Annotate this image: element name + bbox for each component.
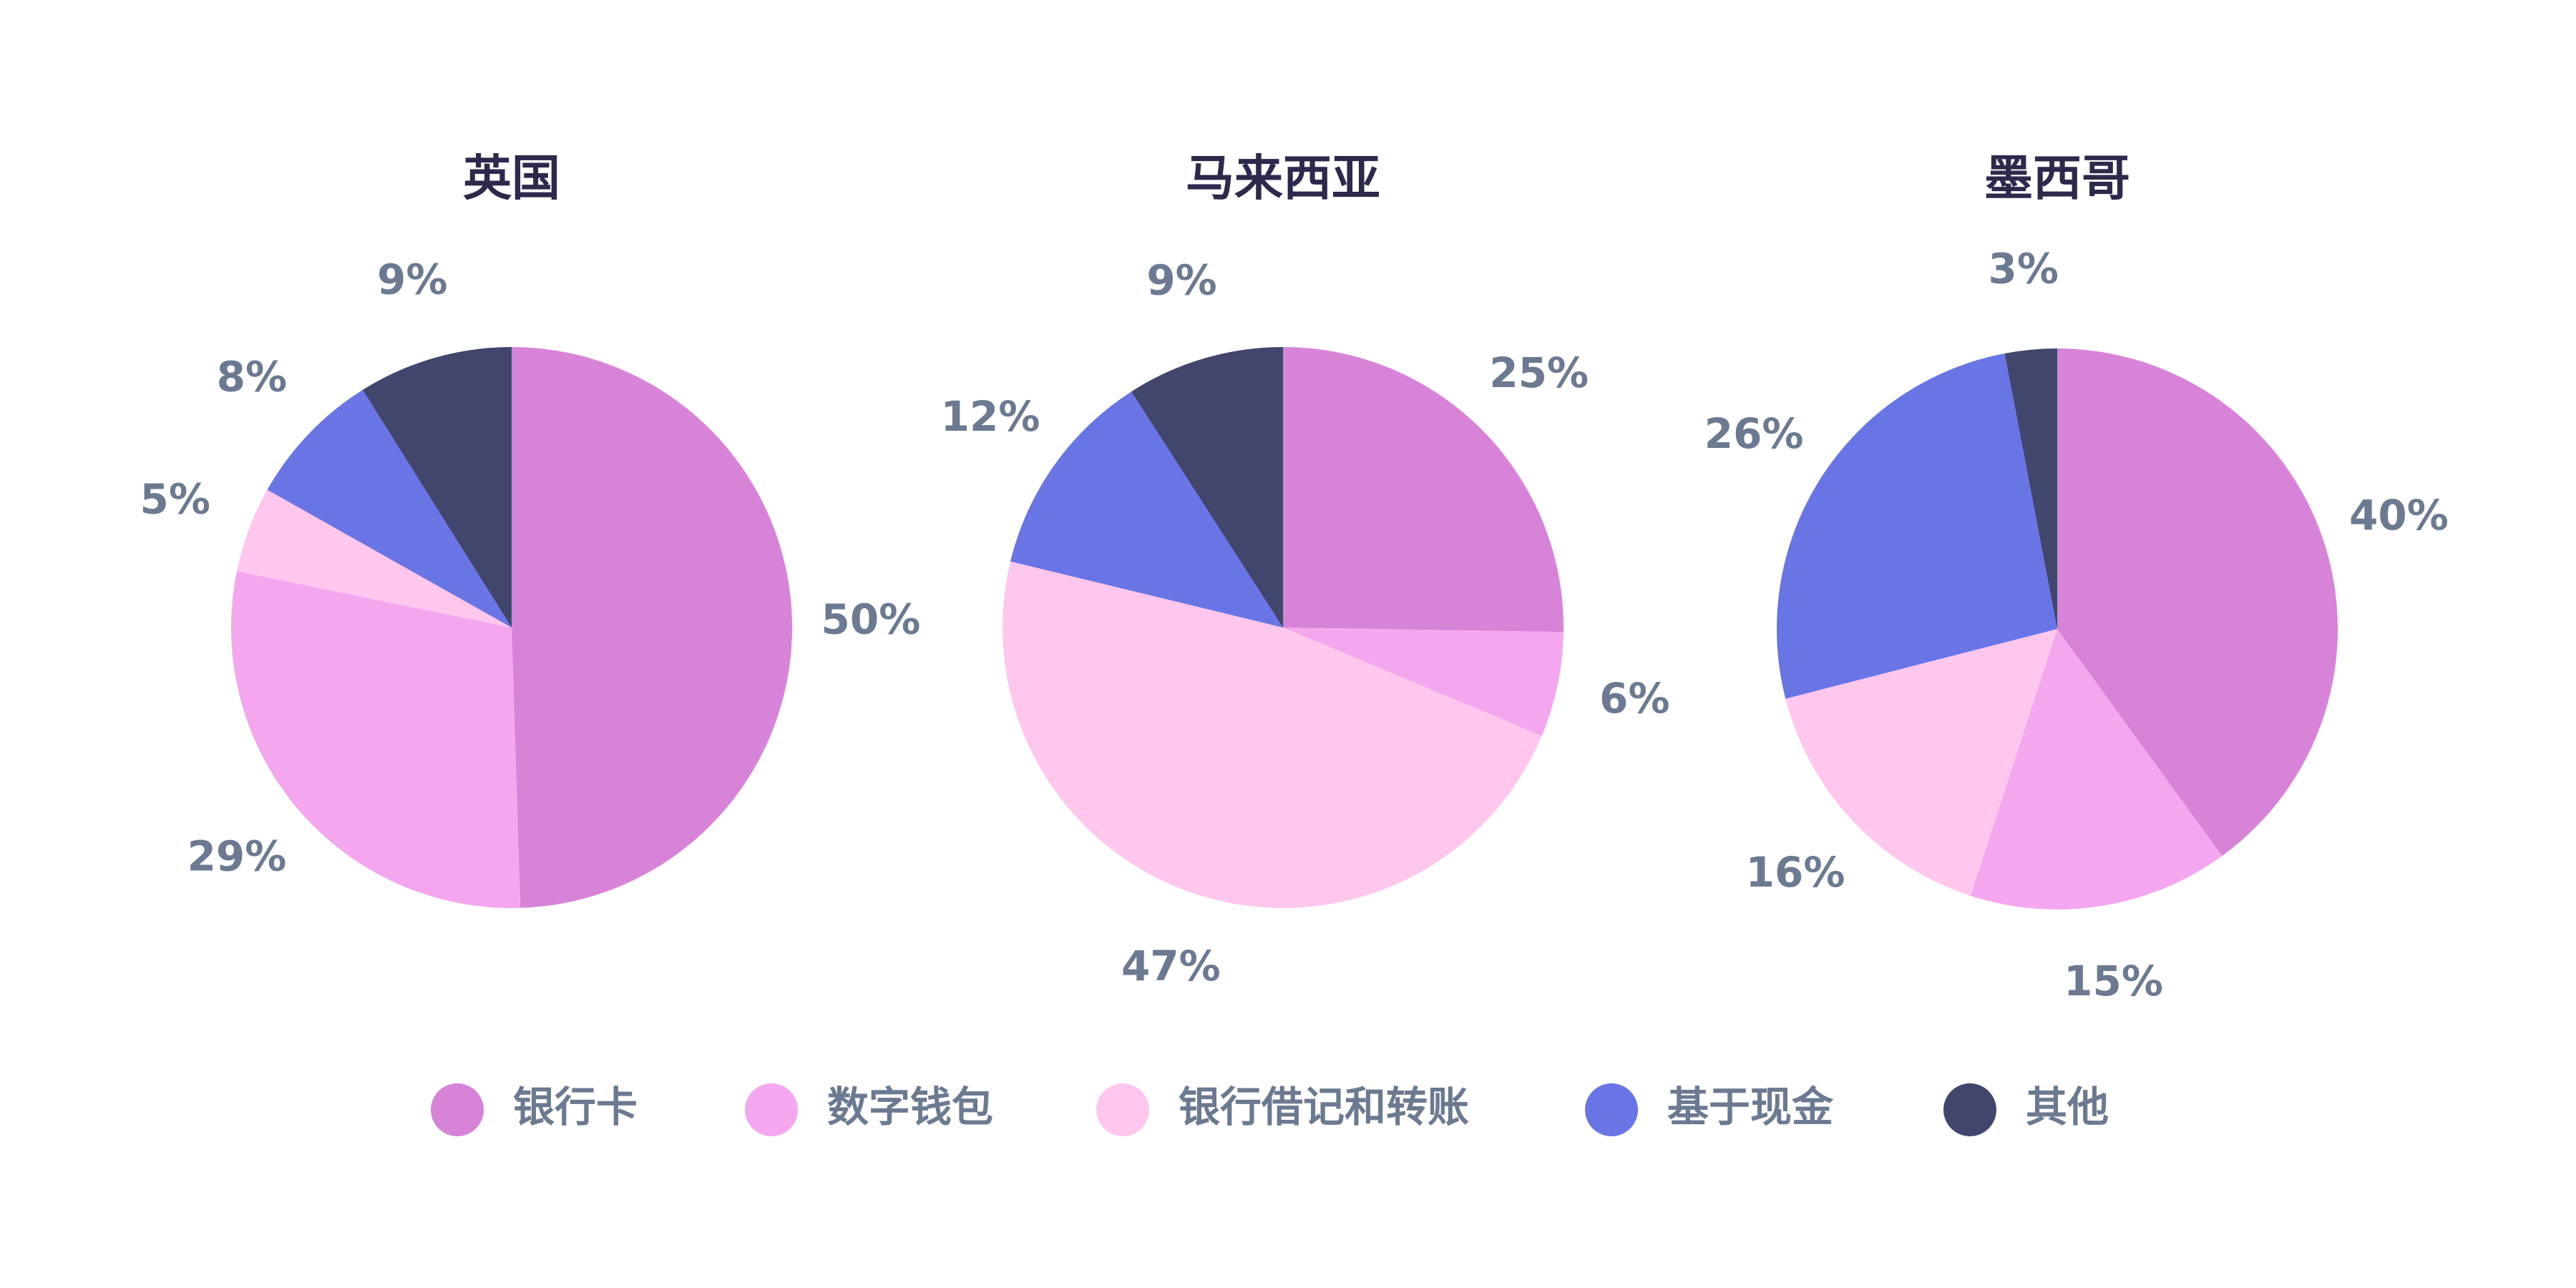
data-label: 9% (377, 255, 447, 304)
legend-marker (1585, 1083, 1638, 1136)
pie-slice (267, 389, 512, 628)
legend-label: 数字钱包 (827, 1083, 993, 1131)
data-label: 12% (941, 392, 1040, 441)
pie-slice (1010, 391, 1283, 628)
chart-title: 英国 (463, 151, 560, 208)
data-label: 47% (1121, 942, 1221, 990)
legend-marker (431, 1083, 484, 1136)
pie-slice (2057, 348, 2338, 857)
data-label: 3% (1989, 244, 2059, 293)
legend-marker (1943, 1083, 1996, 1136)
chart-title: 墨西哥 (1984, 151, 2130, 208)
legend-label: 基于现金 (1667, 1083, 1834, 1131)
pie-slice (1131, 347, 1283, 628)
legend-marker (1096, 1083, 1149, 1136)
data-label: 8% (217, 353, 287, 401)
pie-slice (2004, 348, 2057, 629)
data-label: 16% (1746, 848, 1845, 897)
data-label: 15% (2064, 957, 2163, 1005)
pie-slice (230, 571, 521, 908)
data-label: 6% (1599, 674, 1669, 723)
data-label: 25% (1489, 348, 1589, 397)
data-label: 40% (2349, 491, 2449, 540)
legend-label: 银行卡 (513, 1083, 638, 1131)
data-label: 50% (821, 595, 921, 643)
legend-label: 银行借记和转账 (1179, 1083, 1469, 1131)
pie-slice (1002, 561, 1542, 909)
chart-title: 马来西亚 (1186, 151, 1380, 208)
pie-slice (1970, 629, 2223, 910)
pie-slice (1283, 347, 1563, 633)
legend-marker (745, 1083, 798, 1136)
legend-label: 其他 (2026, 1083, 2109, 1131)
data-label: 26% (1704, 409, 1804, 458)
pie-slice (236, 489, 512, 628)
pie-slice (1785, 629, 2057, 896)
data-label: 5% (140, 474, 210, 523)
pie-slice (1283, 628, 1563, 736)
data-label: 29% (187, 831, 287, 880)
pie-slice (512, 347, 793, 908)
pie-slice (1777, 353, 2057, 699)
pie-slice (362, 347, 512, 628)
data-label: 9% (1146, 255, 1216, 304)
